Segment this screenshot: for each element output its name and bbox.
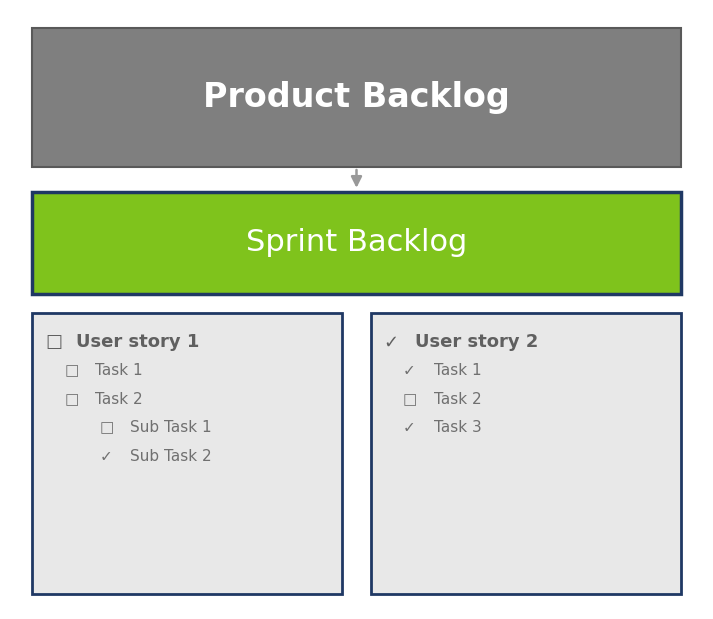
Text: □: □ <box>45 333 62 352</box>
Text: Task 2: Task 2 <box>434 392 481 407</box>
Text: ✓: ✓ <box>100 449 113 464</box>
Text: □: □ <box>64 363 78 378</box>
Text: □: □ <box>403 392 417 407</box>
Text: □: □ <box>100 420 114 435</box>
Text: ✓: ✓ <box>403 420 416 435</box>
Text: Product Backlog: Product Backlog <box>203 81 510 114</box>
Text: Task 1: Task 1 <box>434 363 481 378</box>
Text: Task 2: Task 2 <box>95 392 143 407</box>
FancyBboxPatch shape <box>32 313 342 594</box>
FancyBboxPatch shape <box>32 28 681 167</box>
Text: User story 2: User story 2 <box>415 333 538 352</box>
FancyBboxPatch shape <box>371 313 681 594</box>
Text: User story 1: User story 1 <box>76 333 200 352</box>
Text: ✓: ✓ <box>384 333 399 352</box>
Text: Task 1: Task 1 <box>95 363 143 378</box>
Text: Task 3: Task 3 <box>434 420 481 435</box>
Text: Sprint Backlog: Sprint Backlog <box>246 228 467 258</box>
Text: Sub Task 2: Sub Task 2 <box>130 449 212 464</box>
FancyBboxPatch shape <box>32 192 681 294</box>
Text: Sub Task 1: Sub Task 1 <box>130 420 212 435</box>
Text: ✓: ✓ <box>403 363 416 378</box>
Text: □: □ <box>64 392 78 407</box>
